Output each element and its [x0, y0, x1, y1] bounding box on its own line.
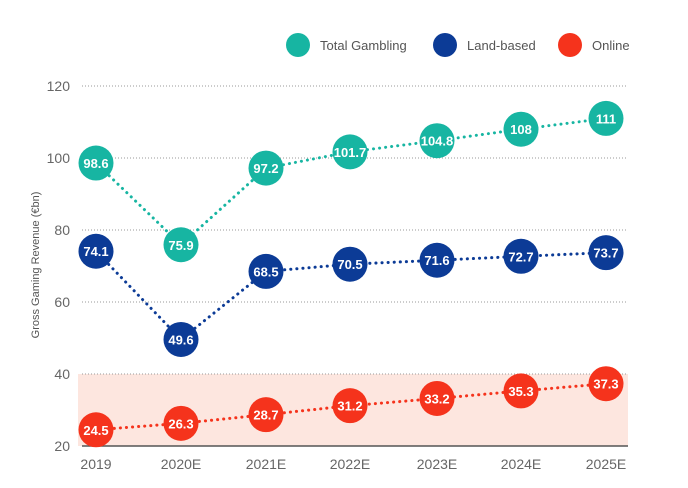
data-point	[163, 227, 199, 263]
data-label: 31.2	[337, 399, 362, 414]
data-point	[503, 111, 539, 147]
x-tick-label: 2021E	[246, 456, 286, 472]
data-label: 26.3	[168, 416, 193, 431]
y-tick-label: 40	[54, 366, 70, 382]
x-tick-label: 2022E	[330, 456, 370, 472]
y-tick-label: 120	[47, 78, 71, 94]
data-label: 75.9	[168, 238, 193, 253]
data-label: 108	[510, 122, 532, 137]
data-point	[419, 242, 455, 278]
data-point	[163, 321, 199, 357]
y-tick-label: 100	[47, 150, 71, 166]
data-label: 101.7	[334, 145, 367, 160]
data-point	[248, 150, 284, 186]
x-tick-label: 2023E	[417, 456, 457, 472]
data-point	[419, 123, 455, 159]
data-label: 104.8	[421, 134, 454, 149]
legend-marker	[433, 33, 457, 57]
data-label: 72.7	[508, 249, 533, 264]
data-label: 71.6	[424, 253, 449, 268]
x-tick-label: 2019	[80, 456, 111, 472]
data-label: 37.3	[593, 377, 618, 392]
data-label: 97.2	[253, 161, 278, 176]
legend-marker	[286, 33, 310, 57]
x-tick-label: 2024E	[501, 456, 541, 472]
y-tick-label: 60	[54, 294, 70, 310]
data-point	[78, 412, 114, 448]
legend-label: Online	[592, 38, 630, 53]
data-point	[78, 145, 114, 181]
data-label: 33.2	[424, 391, 449, 406]
data-label: 28.7	[253, 408, 278, 423]
data-point	[248, 253, 284, 289]
data-label: 74.1	[83, 244, 108, 259]
data-point	[332, 134, 368, 170]
data-label: 24.5	[83, 423, 108, 438]
y-tick-label: 20	[54, 438, 70, 454]
data-point	[78, 233, 114, 269]
x-tick-label: 2025E	[586, 456, 626, 472]
legend-label: Total Gambling	[320, 38, 407, 53]
data-point	[503, 238, 539, 274]
data-point	[419, 380, 455, 416]
data-point	[588, 100, 624, 136]
y-tick-label: 80	[54, 222, 70, 238]
data-label: 111	[596, 111, 616, 126]
legend-label: Land-based	[467, 38, 536, 53]
data-point	[332, 388, 368, 424]
x-tick-label: 2020E	[161, 456, 201, 472]
data-label: 35.3	[508, 384, 533, 399]
data-label: 70.5	[337, 257, 362, 272]
data-label: 73.7	[593, 246, 618, 261]
data-label: 68.5	[253, 264, 278, 279]
legend-marker	[558, 33, 582, 57]
data-label: 49.6	[168, 332, 193, 347]
data-point	[588, 366, 624, 402]
data-point	[163, 405, 199, 441]
data-point	[332, 246, 368, 282]
data-label: 98.6	[83, 156, 108, 171]
data-point	[588, 235, 624, 271]
y-axis-label: Gross Gaming Revenue (€bn)	[30, 192, 42, 339]
data-point	[503, 373, 539, 409]
data-point	[248, 397, 284, 433]
